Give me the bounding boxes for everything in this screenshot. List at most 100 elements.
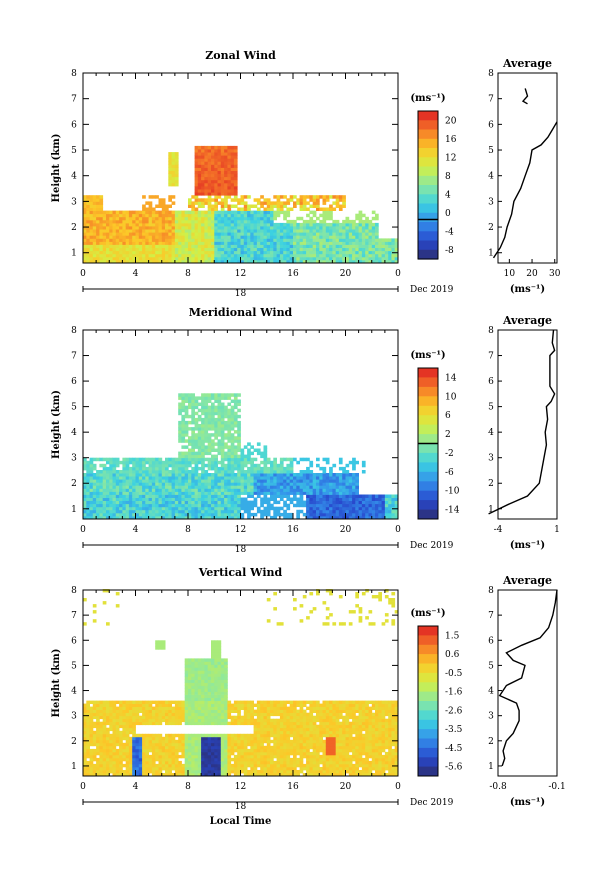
heatmap-cell [109,238,113,242]
average-title: Average [502,57,552,70]
heatmap-cell [201,170,205,175]
heatmap-cell [233,497,238,501]
heatmap-cell [148,229,153,233]
heatmap-cell [165,235,169,239]
heatmap-cell [155,757,159,762]
heatmap-cell [92,763,97,768]
heatmap-cell [329,226,333,230]
heatmap-cell [243,238,248,242]
heatmap-cell [201,216,205,221]
heatmap-cell [325,482,330,486]
heatmap-cell [201,509,205,514]
heatmap-cell [102,730,107,735]
heatmap-cell [227,179,232,184]
heatmap-cell [207,399,212,403]
heatmap-cell [128,460,133,465]
heatmap-cell [224,512,228,517]
heatmap-cell [247,491,251,495]
colorbar-tick-label: -2 [445,449,454,459]
heatmap-cell [171,182,176,187]
heatmap-cell [99,730,104,735]
heatmap-cell [352,232,356,236]
heatmap-cell [171,201,176,205]
heatmap-cell [184,405,189,410]
heatmap-cell [371,226,376,230]
heatmap-cell [191,494,195,498]
heatmap-cell [178,733,182,738]
heatmap-cell [211,155,215,159]
heatmap-cell [345,515,350,520]
heatmap-cell [348,232,353,236]
heatmap-cell [197,482,202,486]
heatmap-cell [145,706,149,710]
heatmap-cell [273,457,277,462]
heatmap-cell [178,739,182,744]
heatmap-cell [217,161,222,165]
heatmap-cell [352,247,356,252]
heatmap-cell [329,250,333,255]
heatmap-cell [316,259,320,264]
heatmap-cell [102,739,107,744]
heatmap-cell [345,497,350,501]
heatmap-cell [109,757,113,762]
heatmap-cell [325,216,330,221]
heatmap-cell [289,473,294,477]
heatmap-cell [197,454,202,459]
heatmap-cell [230,509,235,514]
heatmap-cell [174,210,179,215]
heatmap-cell [207,497,212,501]
heatmap-cell [171,470,176,474]
heatmap-cell [296,253,300,258]
heatmap-cell [161,466,166,471]
heatmap-cell [135,470,140,474]
heatmap-cell [96,222,100,227]
heatmap-cell [194,460,199,465]
heatmap-cell [115,250,120,255]
colorbar-tick-label: 8 [445,172,451,182]
heatmap-cell [240,238,245,242]
heatmap-cell [132,238,136,242]
heatmap-cell [184,670,189,674]
heatmap-cell [184,439,189,443]
heatmap-cell [165,706,169,710]
heatmap-cell [165,460,169,465]
heatmap-cell [184,466,189,471]
heatmap-cell [174,767,179,771]
heatmap-cell [322,244,327,248]
heatmap-cell [184,247,189,252]
heatmap-cell [207,396,212,400]
heatmap-cell [194,226,199,230]
heatmap-cell [96,198,100,202]
heatmap-cell [338,253,343,258]
heatmap-cell [230,152,235,156]
heatmap-cell [299,256,304,261]
heatmap-cell [211,488,215,492]
heatmap-cell [273,244,277,248]
heatmap-cell [375,250,379,255]
heatmap-cell [109,748,113,753]
heatmap-cell [122,745,127,750]
heatmap-cell [122,232,127,236]
heatmap-cell [89,770,94,774]
heatmap-cell [102,512,107,517]
heatmap-cell [168,491,172,495]
heatmap-cell [174,182,179,187]
heatmap-cell [181,433,186,437]
heatmap-cell [286,201,291,205]
heatmap-cell [224,393,228,397]
heatmap-cell [276,198,281,202]
heatmap-cell [220,485,225,489]
heatmap-cell [355,479,359,483]
heatmap-cell [96,219,100,224]
heatmap-cell [322,235,327,239]
heatmap-cell [83,494,87,498]
heatmap-cell [325,515,330,520]
heatmap-cell [247,226,251,230]
heatmap-cell [194,402,199,406]
colorbar-segment [418,424,438,435]
heatmap-cell [145,238,149,242]
heatmap-cell [83,598,87,602]
heatmap-cell [237,433,241,437]
heatmap-cell [299,250,304,255]
heatmap-cell [184,219,189,224]
